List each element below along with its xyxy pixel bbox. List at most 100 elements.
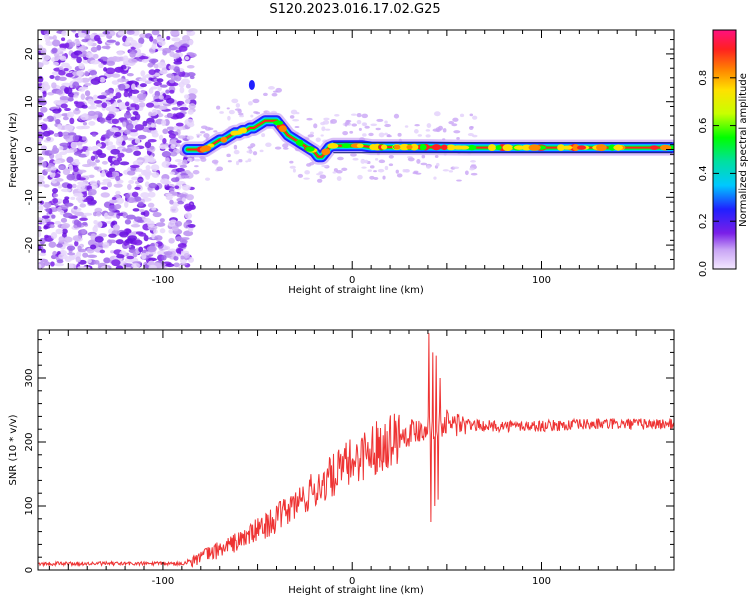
colorbar-tick-label: 0.2 — [698, 213, 709, 229]
spectrogram-noise-dot — [247, 158, 252, 163]
spectrogram-noise-dot — [186, 157, 194, 162]
spectrogram-noise-dot — [66, 156, 74, 164]
spectrogram-noise-dot — [169, 187, 175, 193]
spectrogram-noise-dot — [442, 128, 447, 133]
spectrogram-noise-dot — [216, 105, 221, 110]
spectrogram-noise-dot — [142, 93, 147, 98]
spectrogram-noise-dot — [166, 113, 174, 118]
spectrogram-noise-dot — [129, 164, 140, 168]
spectrogram-noise-dot — [238, 159, 243, 163]
spectrogram-noise-dot — [178, 45, 188, 52]
spectrogram-noise-dot — [180, 175, 190, 179]
spectrogram-noise-dot — [373, 177, 379, 180]
spectrogram-noise-dot — [82, 221, 88, 226]
spectrogram-noise-dot — [78, 177, 86, 181]
spectrogram-noise-dot — [94, 207, 103, 213]
spectrogram-noise-dot — [148, 77, 153, 81]
spectrogram-noise-dot — [177, 242, 187, 248]
spectrogram-noise-dot — [127, 197, 136, 204]
spectrogram-noise-dot — [52, 197, 59, 204]
spectrogram-peak — [327, 142, 339, 149]
spectrogram-noise-dot — [69, 164, 74, 172]
spectrogram-noise-dot — [115, 190, 121, 196]
spectrogram-noise-dot — [75, 40, 81, 47]
spectrogram-noise-dot — [57, 124, 62, 130]
spectrogram-noise-dot — [159, 70, 168, 75]
spectrogram-noise-dot — [40, 145, 48, 152]
spectrogram-noise-dot — [185, 98, 191, 104]
spectrogram-peak — [513, 145, 525, 150]
spectrogram-noise-dot — [61, 62, 70, 68]
spectrogram-peak — [596, 144, 607, 152]
x-tick-label: 100 — [532, 576, 551, 587]
spectrogram-noise-dot — [162, 128, 169, 135]
spectrogram-noise-dot — [70, 30, 77, 33]
spectrogram-noise-dot — [252, 98, 260, 104]
spectrogram-noise-dot — [124, 200, 129, 208]
spectrogram-noise-dot — [99, 117, 106, 124]
spectrogram-noise-dot — [469, 113, 474, 117]
spectrogram-noise-dot — [469, 167, 475, 171]
spectrogram-noise-dot — [148, 87, 154, 94]
spectrogram-noise-dot — [53, 133, 59, 137]
spectrogram-noise-dot — [80, 93, 86, 100]
spectrogram-noise-dot — [184, 56, 190, 61]
spectrogram-noise-dot — [289, 115, 295, 119]
spectrogram-noise-dot — [152, 211, 162, 218]
spectrogram-noise-dot — [38, 225, 42, 231]
spectrogram-noise-dot — [134, 186, 141, 191]
colorbar-gradient — [712, 29, 737, 270]
spectrogram-noise-dot — [77, 188, 87, 192]
spectrogram-noise-dot — [158, 105, 168, 111]
spectrogram-noise-dot — [369, 165, 375, 169]
spectrogram-noise-dot — [95, 211, 102, 217]
spectrogram-peak — [660, 144, 670, 151]
spectrogram-noise-dot — [186, 135, 194, 140]
spectrogram-peak — [557, 144, 565, 151]
spectrogram-noise-dot — [100, 192, 110, 198]
spectrogram-noise-dot — [395, 169, 399, 174]
spectrogram-noise-dot — [247, 101, 253, 106]
spectrogram-noise-dot — [250, 143, 256, 148]
spectrogram-noise-dot — [141, 252, 147, 260]
spectrogram-noise-dot — [145, 164, 151, 171]
spectrogram-noise-dot — [179, 239, 188, 244]
spectrogram-noise-dot — [119, 161, 130, 166]
spectrogram-noise-dot — [109, 93, 114, 98]
spectrogram-noise-dot — [82, 121, 88, 126]
spectrogram-peak — [410, 143, 419, 151]
spectrogram-noise-dot — [78, 46, 87, 52]
spectrogram-noise-dot — [43, 184, 50, 188]
spectrogram-noise-dot — [127, 235, 138, 241]
spectrogram-noise-dot — [131, 263, 141, 268]
spectrogram-noise-dot — [173, 53, 180, 59]
spectrogram-noise-dot — [59, 151, 67, 156]
spectrogram-noise-dot — [386, 135, 392, 138]
spectrogram-noise-dot — [169, 199, 174, 205]
spectrogram-peak — [431, 144, 442, 151]
spectrogram-noise-dot — [382, 175, 386, 180]
spectrogram-noise-dot — [70, 141, 78, 149]
spectrogram-noise-dot — [345, 119, 352, 123]
spectrogram-noise-dot — [178, 265, 184, 269]
spectrogram-noise-dot — [250, 114, 254, 118]
spectrogram-noise-dot — [448, 170, 454, 173]
x-tick-label: 0 — [349, 275, 355, 286]
spectrogram-noise-dot — [54, 178, 64, 182]
spectrogram-noise-dot — [79, 217, 88, 221]
spectrogram-peak — [649, 145, 659, 150]
spectrogram-noise-dot — [139, 209, 145, 213]
spectrogram-noise-dot — [178, 126, 183, 130]
spectrogram-noise-dot — [161, 119, 167, 127]
spectrogram-noise-dot — [115, 239, 124, 245]
spectrogram-noise-dot — [159, 218, 165, 223]
spectrogram-noise-dot — [38, 62, 44, 68]
spectrogram-noise-dot — [166, 73, 175, 78]
spectrogram-noise-dot — [322, 120, 330, 125]
spectrogram-noise-dot — [150, 145, 155, 150]
spectrogram-noise-dot — [162, 137, 167, 144]
spectrogram-noise-dot — [161, 151, 172, 158]
colorbar-tick-label: 0.4 — [698, 165, 709, 181]
spectrogram-noise-dot — [61, 37, 66, 42]
spectrogram-noise-dot — [131, 191, 139, 198]
